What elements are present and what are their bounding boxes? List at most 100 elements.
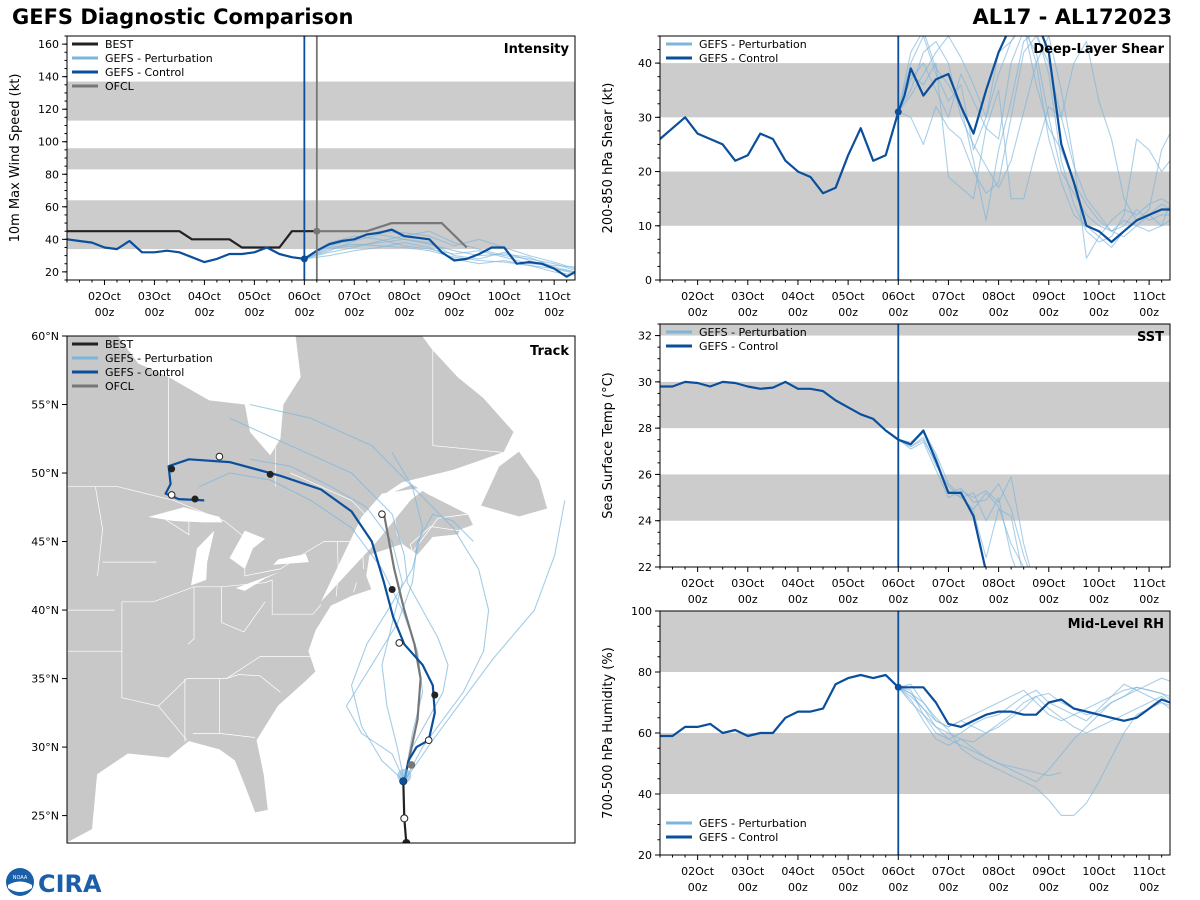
sst-panel-title: SST [1137,330,1164,345]
sst-band-0 [660,474,1170,521]
intensity-xtick-label-hour: 00z [294,306,314,319]
shear-ytick-label: 20 [638,166,652,179]
shear-xtick-label-day: 02Oct [681,290,715,303]
intensity-xtick-label-hour: 00z [244,306,264,319]
intensity-xtick-label-day: 06Oct [288,290,322,303]
shear-panel-title: Deep-Layer Shear [1033,42,1164,57]
intensity-xtick-label-hour: 00z [145,306,165,319]
state-province-border-11 [226,674,281,693]
shear-legend-label: GEFS - Control [699,52,778,65]
shear-xtick-label-day: 05Oct [832,290,866,303]
intensity-xtick-label-hour: 00z [394,306,414,319]
intensity-best-end-marker [313,227,321,235]
state-province-border-18 [432,336,504,453]
us-canada-border [67,486,403,577]
intensity-legend-label: GEFS - Control [105,66,184,79]
sst-band-2 [660,324,1170,336]
rh-xtick-label-day: 11Oct [1133,865,1167,878]
intensity-control-init-marker [300,255,308,263]
intensity-xtick-label-day: 03Oct [138,290,172,303]
rh-control-line [660,673,1170,738]
intensity-panel-title: Intensity [504,42,570,57]
track-control-point-open [424,736,433,745]
sst-control-line [660,380,987,567]
intensity-plot-area [67,81,575,278]
shear-ytick-label: 10 [638,220,652,233]
rh-xtick-label-day: 10Oct [1082,865,1116,878]
shear-xtick-label-hour: 00z [989,306,1009,319]
noaa-emblem-text: NOAA [13,875,28,881]
intensity-xtick-label-day: 09Oct [438,290,472,303]
shear-band-0 [660,171,1170,226]
track-ytick-label: 45°N [31,536,59,549]
track-ytick-label: 35°N [31,673,59,686]
track-legend-label: BEST [105,338,133,351]
shear-xtick-label-hour: 00z [838,306,858,319]
intensity-xtick-label-hour: 00z [444,306,464,319]
rh-xtick-label-day: 04Oct [781,865,815,878]
rh-xtick-label-hour: 00z [838,881,858,894]
rh-xtick-label-hour: 00z [688,881,708,894]
shear-xtick-label-hour: 00z [939,306,959,319]
intensity-xtick-label-hour: 00z [195,306,215,319]
water-lake-michigan [191,530,215,586]
shear-xtick-label-hour: 00z [1089,306,1109,319]
sst-xtick-label-day: 03Oct [731,577,765,590]
sst-ytick-label: 24 [638,515,652,528]
intensity-band-2 [67,81,575,121]
intensity-ytick-label: 160 [38,38,59,51]
intensity-perturbation-line-4 [304,230,575,271]
shear-perturbation-line-5 [897,36,1170,232]
rh-xtick-label-hour: 00z [788,881,808,894]
shear-xtick-label-hour: 00z [1139,306,1159,319]
rh-xtick-label-hour: 00z [888,881,908,894]
rh-xtick-label-day: 03Oct [731,865,765,878]
track-control-init-point [399,777,407,785]
sst-xtick-label-day: 05Oct [832,577,866,590]
rh-perturbation-line-3 [898,683,1170,740]
shear-band-1 [660,63,1170,118]
intensity-ytick-label: 20 [45,266,59,279]
track-ytick-label: 40°N [31,604,59,617]
sst-xtick-label-day: 06Oct [882,577,916,590]
intensity-ytick-label: 120 [38,103,59,116]
intensity-xtick-label-day: 07Oct [338,290,372,303]
rh-ytick-label: 100 [631,605,652,618]
state-province-border-6 [221,586,266,633]
shear-control-line [660,36,1170,244]
shear-xtick-label-hour: 00z [688,306,708,319]
water-hudson-bay [117,336,301,456]
track-perturbation-line-1 [345,513,474,782]
shear-xtick-label-hour: 00z [738,306,758,319]
rh-ytick-label: 60 [638,727,652,740]
state-province-border-7 [187,586,195,645]
track-best-point [402,839,411,843]
rh-perturbation-line-1 [898,686,1170,816]
intensity-legend-label: BEST [105,38,133,51]
shear-ytick-label: 40 [638,57,652,70]
sst-ytick-label: 26 [638,468,652,481]
shear-ylabel: 200-850 hPa Shear (kt) [601,83,616,234]
track-ytick-label: 60°N [31,330,59,343]
rh-legend-label: GEFS - Control [699,831,778,844]
sst-xtick-label-hour: 00z [888,593,908,606]
intensity-ytick-label: 100 [38,136,59,149]
rh-xtick-label-hour: 00z [1139,881,1159,894]
intensity-xtick-label-day: 04Oct [188,290,222,303]
sst-ytick-label: 30 [638,376,652,389]
state-province-border-5 [219,733,256,738]
track-control-point-open [378,510,386,518]
track-legend-label: GEFS - Perturbation [105,352,213,365]
sst-ytick-label: 28 [638,422,652,435]
track-ytick-label: 55°N [31,399,59,412]
state-province-border-2 [158,705,188,741]
sst-xtick-label-hour: 00z [688,593,708,606]
state-province-border-19 [290,472,373,522]
water-lake-huron [229,530,266,569]
rh-control-init-marker [894,683,902,691]
track-perturbation-line-3 [249,458,405,782]
intensity-ytick-label: 60 [45,201,59,214]
water-lake-superior [148,507,223,523]
sst-xtick-label-day: 11Oct [1133,577,1167,590]
track-panel-title: Track [530,344,569,359]
